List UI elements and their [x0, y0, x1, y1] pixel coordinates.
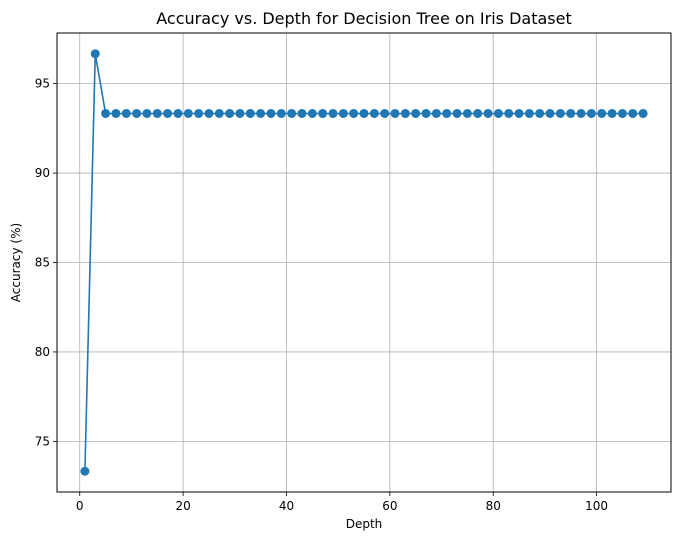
- data-point: [493, 108, 503, 118]
- data-point: [142, 108, 152, 118]
- data-point: [276, 108, 286, 118]
- data-point: [524, 108, 534, 118]
- x-tick-label: 20: [175, 499, 190, 513]
- data-point: [617, 108, 627, 118]
- data-point: [400, 108, 410, 118]
- data-point: [369, 108, 379, 118]
- data-point: [411, 108, 421, 118]
- data-point: [638, 108, 648, 118]
- data-point: [163, 108, 173, 118]
- data-point: [225, 108, 235, 118]
- x-tick-label: 100: [585, 499, 608, 513]
- data-point: [555, 108, 565, 118]
- data-point: [214, 108, 224, 118]
- data-point: [183, 108, 193, 118]
- chart-title: Accuracy vs. Depth for Decision Tree on …: [156, 9, 571, 28]
- data-point: [576, 108, 586, 118]
- x-tick-label: 40: [279, 499, 294, 513]
- y-tick-label: 95: [35, 77, 50, 91]
- data-point: [545, 108, 555, 118]
- data-point: [359, 108, 369, 118]
- data-point: [504, 108, 514, 118]
- data-point: [121, 108, 131, 118]
- data-point: [194, 108, 204, 118]
- data-point: [111, 108, 121, 118]
- data-point: [307, 108, 317, 118]
- data-point: [349, 108, 359, 118]
- data-point: [101, 108, 111, 118]
- data-point: [452, 108, 462, 118]
- data-point: [597, 108, 607, 118]
- data-point: [132, 108, 142, 118]
- y-tick-label: 80: [35, 345, 50, 359]
- data-point: [328, 108, 338, 118]
- grid: [57, 33, 671, 492]
- series-layer: [80, 49, 648, 476]
- data-point: [462, 108, 472, 118]
- x-axis-label: Depth: [346, 517, 383, 531]
- data-point: [442, 108, 452, 118]
- x-tick-label: 80: [486, 499, 501, 513]
- y-axis-label: Accuracy (%): [9, 223, 23, 302]
- data-point: [318, 108, 328, 118]
- data-point: [535, 108, 545, 118]
- y-tick-label: 75: [35, 434, 50, 448]
- data-point: [245, 108, 255, 118]
- data-point: [473, 108, 483, 118]
- data-point: [173, 108, 183, 118]
- data-point: [421, 108, 431, 118]
- y-tick-label: 85: [35, 256, 50, 270]
- data-point: [235, 108, 245, 118]
- data-point: [266, 108, 276, 118]
- x-tick-label: 60: [382, 499, 397, 513]
- data-point: [287, 108, 297, 118]
- ticks: 0 20 40 60 80 100 75 80 85 90 95: [35, 77, 608, 513]
- y-tick-label: 90: [35, 166, 50, 180]
- data-point: [390, 108, 400, 118]
- data-point: [628, 108, 638, 118]
- data-point: [297, 108, 307, 118]
- data-point: [566, 108, 576, 118]
- data-point: [152, 108, 162, 118]
- x-tick-label: 0: [76, 499, 84, 513]
- data-point: [380, 108, 390, 118]
- data-point: [256, 108, 266, 118]
- data-point: [90, 49, 100, 59]
- data-point: [204, 108, 214, 118]
- data-point: [80, 466, 90, 476]
- data-point: [483, 108, 493, 118]
- data-point: [338, 108, 348, 118]
- data-point: [586, 108, 596, 118]
- data-point: [431, 108, 441, 118]
- data-point: [607, 108, 617, 118]
- data-point: [514, 108, 524, 118]
